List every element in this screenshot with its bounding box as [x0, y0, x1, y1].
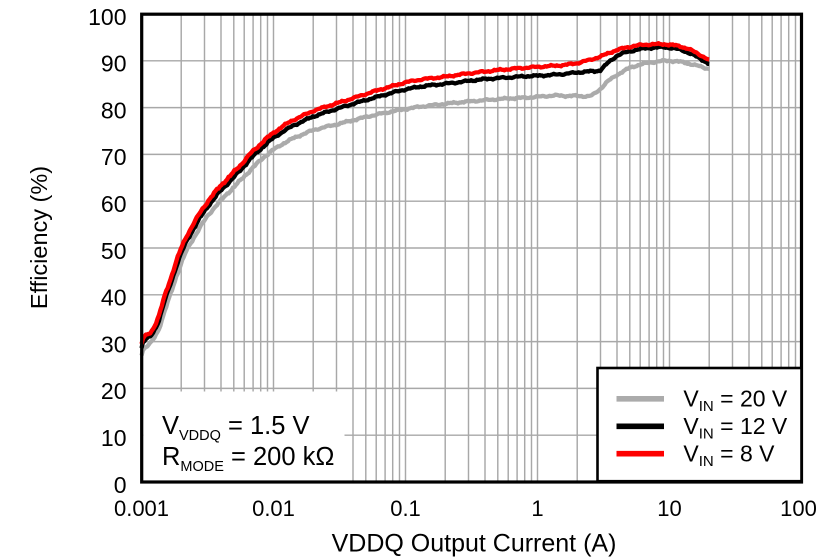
svg-text:40: 40: [101, 285, 127, 311]
svg-text:1: 1: [531, 496, 543, 521]
svg-text:0.1: 0.1: [390, 496, 421, 521]
svg-text:0.01: 0.01: [252, 496, 295, 521]
svg-text:100: 100: [88, 4, 126, 30]
svg-text:Efficiency (%): Efficiency (%): [26, 166, 52, 309]
svg-text:10: 10: [657, 496, 681, 521]
svg-text:VIN = 12 V: VIN = 12 V: [683, 413, 788, 443]
svg-text:50: 50: [101, 238, 127, 264]
svg-text:30: 30: [101, 331, 127, 357]
svg-text:VDDQ Output Current (A): VDDQ Output Current (A): [332, 529, 617, 557]
svg-text:VIN = 8 V: VIN = 8 V: [683, 440, 775, 470]
svg-text:80: 80: [101, 97, 127, 123]
svg-text:60: 60: [101, 191, 127, 217]
svg-text:70: 70: [101, 144, 127, 170]
svg-text:10: 10: [101, 425, 127, 451]
svg-text:0: 0: [114, 472, 127, 498]
svg-text:0.001: 0.001: [114, 496, 169, 521]
svg-text:90: 90: [101, 51, 127, 77]
svg-text:100: 100: [780, 496, 817, 521]
svg-text:20: 20: [101, 378, 127, 404]
